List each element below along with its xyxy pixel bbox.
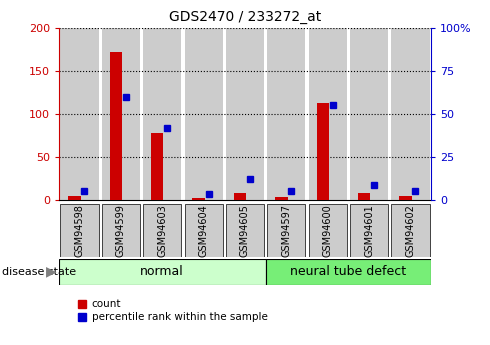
Bar (110, 52, 122, 200)
Text: GSM94598: GSM94598 (74, 204, 84, 257)
FancyBboxPatch shape (309, 204, 347, 257)
Title: GDS2470 / 233272_at: GDS2470 / 233272_at (169, 10, 321, 24)
FancyBboxPatch shape (226, 204, 264, 257)
Text: GSM94600: GSM94600 (323, 204, 333, 257)
Text: neural tube defect: neural tube defect (291, 265, 407, 278)
FancyBboxPatch shape (392, 204, 430, 257)
FancyBboxPatch shape (60, 204, 98, 257)
Text: GSM94601: GSM94601 (364, 204, 374, 257)
FancyBboxPatch shape (268, 204, 305, 257)
Bar (60, 28, 98, 200)
Text: normal: normal (140, 265, 184, 278)
Bar (317, 103, 329, 200)
Text: GSM94603: GSM94603 (157, 204, 167, 257)
FancyBboxPatch shape (59, 259, 266, 285)
Bar (392, 28, 430, 200)
Text: ▶: ▶ (46, 265, 56, 278)
Bar (350, 28, 388, 200)
Bar (185, 28, 222, 200)
FancyBboxPatch shape (266, 259, 431, 285)
FancyBboxPatch shape (350, 204, 388, 257)
Text: GSM94597: GSM94597 (281, 204, 292, 257)
FancyBboxPatch shape (185, 204, 222, 257)
Bar (68, 196, 81, 200)
Text: GSM94602: GSM94602 (406, 204, 416, 257)
Bar (275, 197, 288, 200)
Bar (151, 133, 164, 200)
FancyBboxPatch shape (102, 204, 140, 257)
Text: GSM94605: GSM94605 (240, 204, 250, 257)
Text: GSM94599: GSM94599 (116, 204, 126, 257)
Legend: count, percentile rank within the sample: count, percentile rank within the sample (74, 295, 271, 326)
Bar (268, 28, 305, 200)
Text: disease state: disease state (2, 267, 76, 276)
Text: GSM94604: GSM94604 (198, 204, 209, 257)
Bar (234, 193, 246, 200)
Bar (399, 196, 412, 200)
Bar (309, 28, 347, 200)
Bar (143, 28, 181, 200)
Bar (226, 28, 264, 200)
FancyBboxPatch shape (143, 204, 181, 257)
Bar (102, 28, 140, 200)
Bar (193, 198, 205, 200)
Bar (358, 193, 370, 200)
